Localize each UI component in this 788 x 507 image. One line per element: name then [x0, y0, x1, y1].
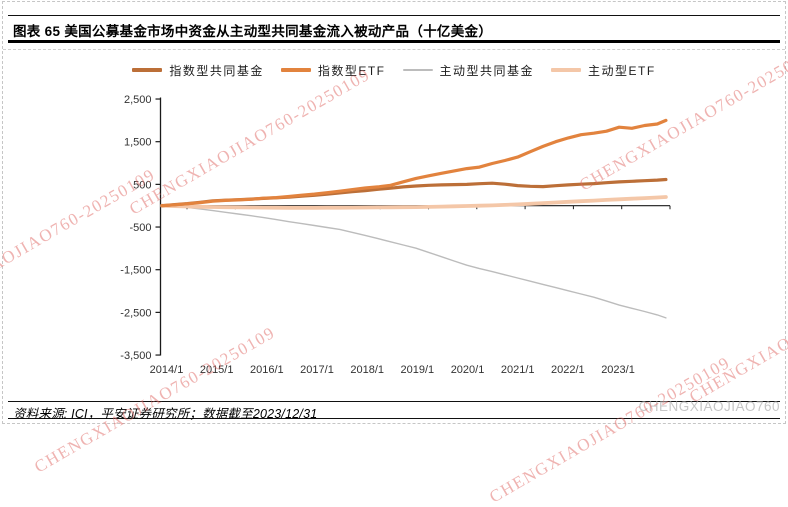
x-tick-label: 2018/1 [350, 364, 384, 376]
header-top-rule [8, 15, 780, 16]
legend-item-2: 指数型ETF [280, 62, 386, 79]
y-tick-label: -500 [129, 222, 151, 234]
legend-line-swatch [551, 68, 582, 72]
legend-line-swatch [280, 68, 311, 72]
title-underline-rule [8, 40, 780, 43]
series-line-主动型ETF [160, 195, 668, 210]
x-tick-label: 2015/1 [200, 364, 234, 376]
x-tick-label: 2023/1 [601, 364, 635, 376]
legend-label: 主动型ETF [588, 63, 656, 78]
x-tick-label: 2014/1 [150, 364, 184, 376]
footer-bottom-rule [8, 418, 780, 419]
x-tick-label: 2019/1 [401, 364, 435, 376]
line-chart: 2,500 1,500 500 -500 -1,500 -2,500 -3,500 2014/… [120, 94, 671, 376]
x-tick-label: 2016/1 [250, 364, 284, 376]
x-tick-label: 2020/1 [451, 364, 485, 376]
chart-legend: 指数型共同基金 指数型ETF 主动型共同基金 主动型ETF [0, 61, 788, 79]
legend-line-swatch [132, 68, 163, 72]
legend-label: 指数型ETF [317, 63, 386, 78]
legend-label: 主动型共同基金 [439, 63, 535, 78]
axes: 2,500 1,500 500 -500 -1,500 -2,500 -3,500 2014/… [120, 94, 671, 376]
series-line-主动型共同基金 [161, 204, 667, 319]
legend-label: 指数型共同基金 [169, 63, 264, 78]
legend-item-4: 主动型ETF [551, 62, 656, 79]
x-tick-label: 2021/1 [501, 364, 535, 376]
y-tick-label: 500 [133, 179, 151, 191]
x-tick-label: 2022/1 [551, 364, 585, 376]
x-tick-label: 2017/1 [300, 364, 334, 376]
corner-watermark: CHENGXIAOJIAO760 [638, 399, 780, 414]
legend-item-1: 指数型共同基金 [132, 62, 264, 79]
y-tick-label: -2,500 [120, 307, 151, 319]
dashed-divider [3, 49, 785, 50]
source-note: 资料来源: ICI，平安证券研究所；数据截至2023/12/31 [13, 407, 318, 421]
y-tick-label: -1,500 [120, 265, 151, 277]
y-tick-label: -3,500 [120, 350, 151, 362]
figure-title: 图表 65 美国公募基金市场中资金从主动型共同基金流入被动产品（十亿美金） [13, 24, 493, 39]
legend-item-3: 主动型共同基金 [402, 62, 535, 79]
y-tick-label: 1,500 [124, 137, 152, 149]
series-line-指数型ETF [160, 118, 668, 208]
legend-line-swatch [402, 69, 433, 71]
footer-top-rule [8, 401, 780, 402]
y-tick-label: 2,500 [124, 94, 152, 106]
